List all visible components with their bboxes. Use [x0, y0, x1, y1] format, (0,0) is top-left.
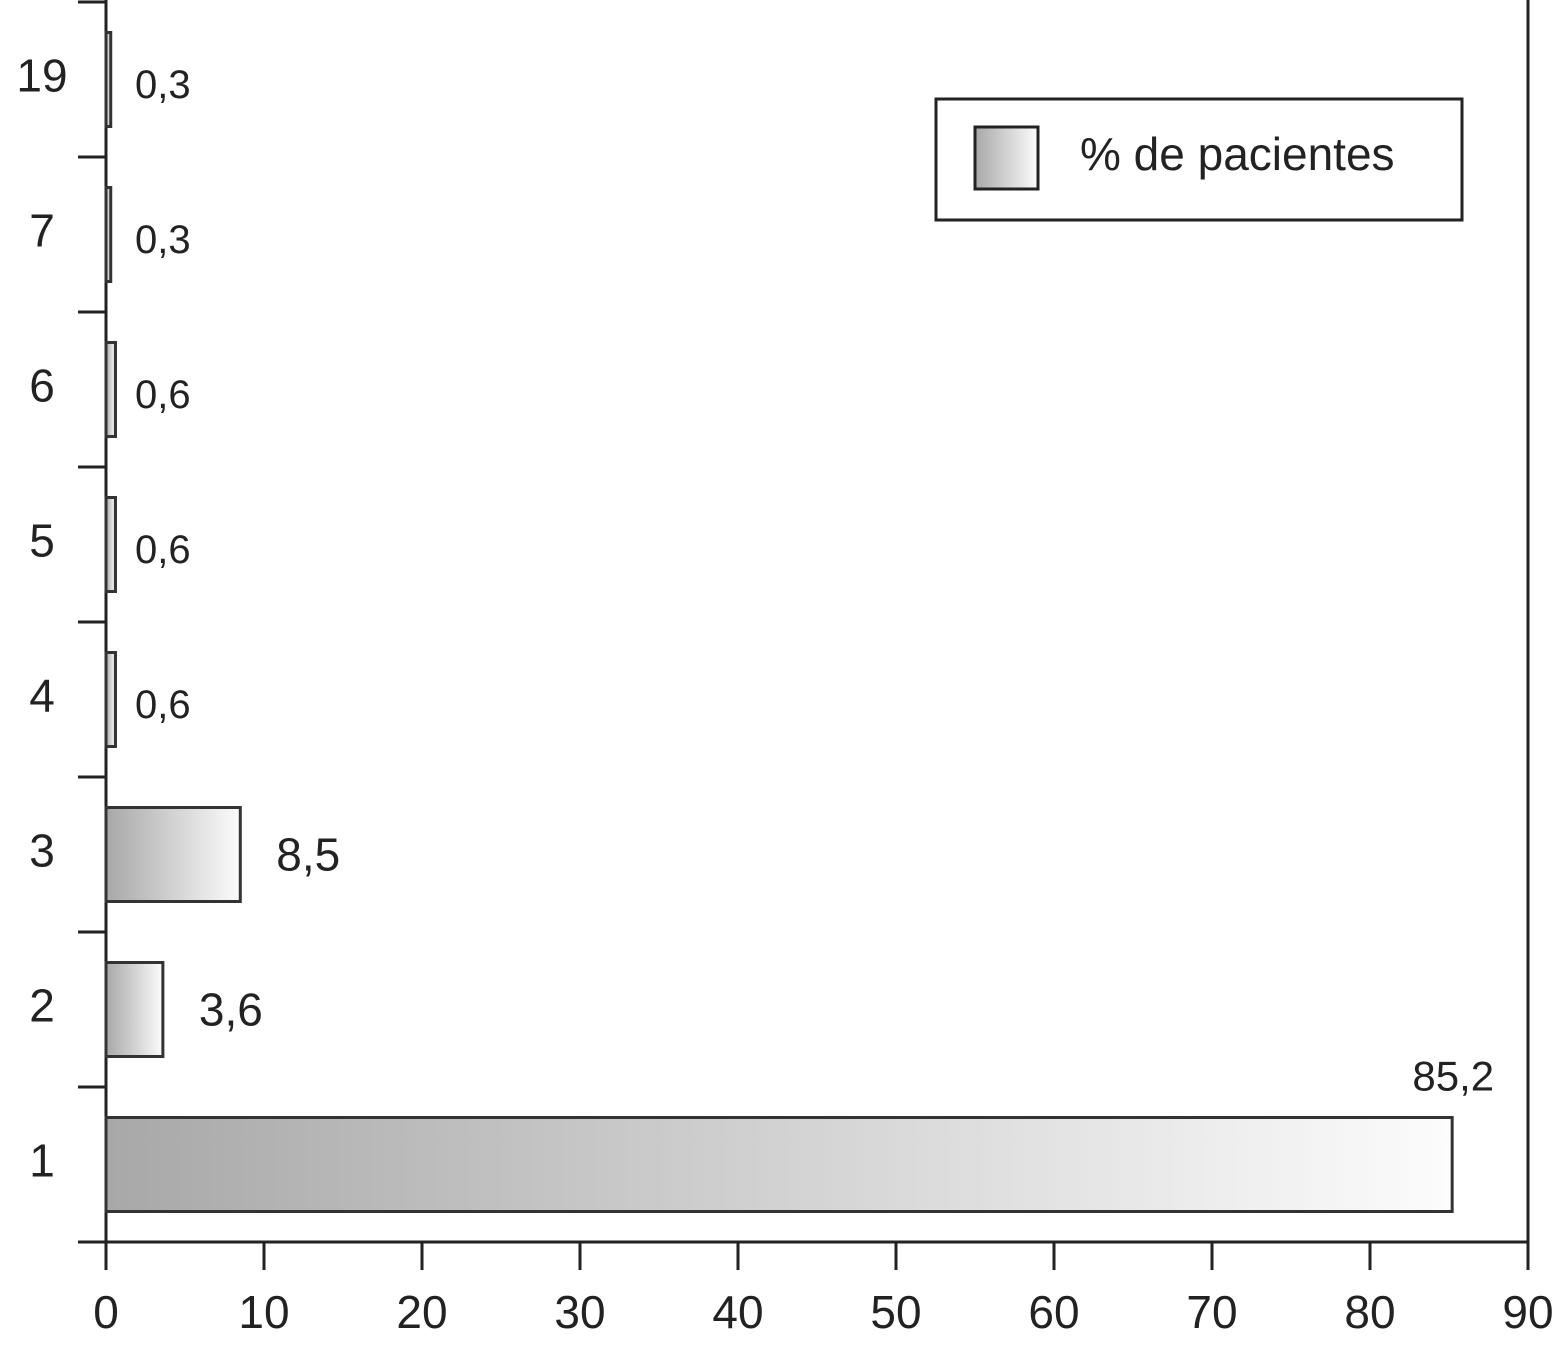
value-label: 0,6	[135, 373, 191, 417]
legend-swatch	[973, 125, 1040, 191]
x-tick-label: 70	[1186, 1286, 1237, 1338]
bar	[104, 341, 117, 438]
y-tick-label: 3	[29, 825, 55, 877]
x-tick-label: 10	[238, 1286, 289, 1338]
y-tick-label: 5	[29, 515, 55, 567]
value-label: 85,2	[1412, 1053, 1494, 1100]
bar	[104, 1116, 1454, 1213]
bar	[104, 31, 113, 128]
bar	[104, 496, 117, 593]
x-tick-label: 0	[93, 1286, 119, 1338]
bar	[104, 806, 242, 903]
value-label: 8,5	[276, 829, 340, 881]
y-tick-label: 1	[29, 1135, 55, 1187]
value-label: 0,6	[135, 528, 191, 572]
legend-label: % de pacientes	[1080, 128, 1395, 180]
y-tick-label: 2	[29, 980, 55, 1032]
value-label: 0,3	[135, 218, 191, 262]
x-tick-label: 20	[396, 1286, 447, 1338]
y-tick-label: 4	[29, 670, 55, 722]
y-tick-label: 6	[29, 360, 55, 412]
value-label: 0,6	[135, 683, 191, 727]
x-tick-label: 50	[870, 1286, 921, 1338]
x-tick-label: 60	[1028, 1286, 1079, 1338]
x-tick-label: 30	[554, 1286, 605, 1338]
bar	[104, 651, 117, 748]
value-label: 0,3	[135, 63, 191, 107]
x-tick-label: 40	[712, 1286, 763, 1338]
value-label: 3,6	[199, 984, 263, 1036]
x-tick-label: 80	[1344, 1286, 1395, 1338]
bar	[104, 961, 165, 1058]
y-tick-label: 19	[16, 50, 67, 102]
bar	[104, 186, 113, 283]
y-tick-label: 7	[29, 205, 55, 257]
x-tick-label: 90	[1502, 1286, 1553, 1338]
